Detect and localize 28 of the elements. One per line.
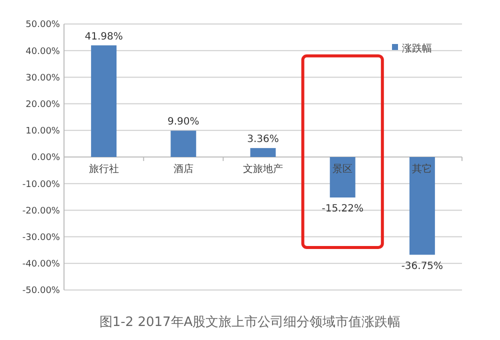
bar [250,148,276,157]
y-tick-label: 0.00% [31,153,60,164]
x-tick-label: 旅行社 [88,163,119,175]
data-label: 9.90% [168,116,200,128]
legend-label: 涨跌幅 [402,42,432,54]
data-label: 41.98% [84,31,123,42]
y-tick-label: 10.00% [26,126,60,137]
y-tick-label: 30.00% [26,73,60,84]
y-tick-label: -50.00% [22,286,60,296]
data-label: 3.36% [247,134,279,146]
bar [330,157,356,198]
y-tick-label: -20.00% [22,206,60,216]
bar [409,157,435,255]
y-tick-label: 50.00% [26,20,60,30]
data-label: -36.75% [401,260,444,272]
x-tick-label: 其它 [412,163,432,175]
bar [91,45,117,157]
y-tick-label: -10.00% [22,180,60,190]
y-tick-label: -40.00% [22,260,60,270]
data-label: -15.22% [322,203,364,214]
x-tick-label: 景区 [332,163,353,175]
x-tick-label: 酒店 [173,163,194,175]
bar [170,130,196,157]
y-tick-label: 40.00% [26,46,60,57]
y-tick-label: 20.00% [26,100,60,110]
text: 图1-2 2017年A股文旅上市公司细分领域市值涨跌幅 [99,315,401,330]
x-tick-label: 文旅地产 [243,163,283,175]
y-tick-label: -30.00% [22,232,60,243]
